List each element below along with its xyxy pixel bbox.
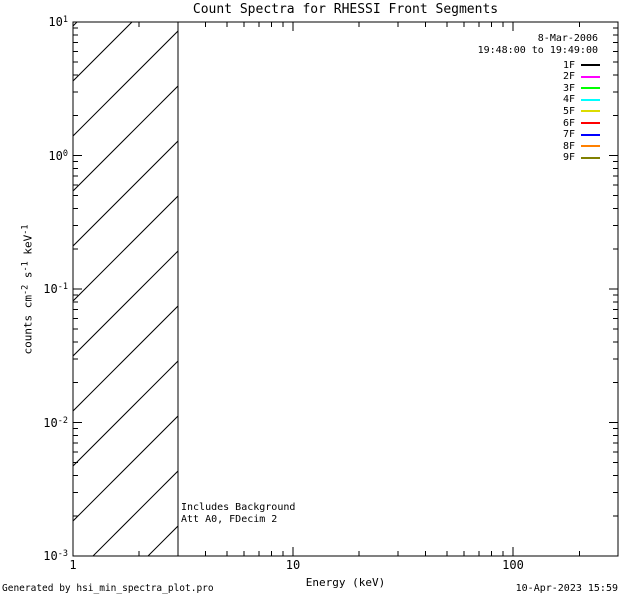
y-tick-label: 10-1 [43,282,68,296]
legend-entry-7f: 7F [563,129,600,140]
legend-entry-1f: 1F [563,60,600,71]
legend-color-line [581,110,600,113]
y-tick-label: 100 [48,148,68,163]
chart-title: Count Spectra for RHESSI Front Segments [192,2,499,17]
legend-entry-label: 6F [562,117,575,129]
x-tick-label: 10 [285,558,301,572]
legend-entry-3f: 3F [563,83,600,94]
legend-entry-label: 5F [562,105,575,117]
legend-entry-label: 1F [562,59,575,71]
attenuator-note: Att A0, FDecim 2 [181,514,278,525]
x-tick-label: 100 [502,558,524,572]
legend-color-line [581,87,600,90]
legend-color-line [581,64,600,66]
hatch-region [73,22,178,556]
legend-entry-label: 2F [562,71,575,83]
footer-timestamp: 10-Apr-2023 15:59 [515,583,618,594]
legend-entry-label: 7F [562,129,575,141]
footer-generated-by: Generated by hsi_min_spectra_plot.pro [2,583,214,594]
axis-ticks [72,21,619,557]
obs-date: 8-Mar-2006 [537,33,598,44]
legend-color-line [581,75,600,78]
legend-entry-label: 9F [562,152,575,164]
legend-entry-6f: 6F [563,118,600,129]
legend-color-line [581,122,600,124]
y-tick-label: 101 [48,15,68,29]
x-axis-label: Energy (keV) [305,576,386,589]
x-tick-label: 1 [69,558,77,572]
legend-entry-5f: 5F [563,106,600,117]
plot-frame [72,21,619,557]
legend-entry-4f: 4F [563,94,600,105]
legend-color-line [581,156,600,159]
legend-entry-8f: 8F [563,141,600,152]
y-tick-label: 10-2 [43,415,68,430]
legend-entry-9f: 9F [563,152,600,163]
y-tick-label: 10-3 [43,549,68,563]
obs-time-range: 19:48:00 to 19:49:00 [477,45,598,56]
legend-entry-label: 8F [562,140,575,152]
legend-color-line [581,98,600,101]
legend-color-line [581,145,600,148]
legend-entry-label: 4F [562,94,575,106]
legend-color-line [581,133,600,136]
legend-entry-2f: 2F [563,71,600,82]
plot-annotations: Includes Background Att A0, FDecim 2 [181,502,295,526]
background-note: Includes Background [181,502,296,513]
legend-entry-label: 3F [562,82,575,94]
